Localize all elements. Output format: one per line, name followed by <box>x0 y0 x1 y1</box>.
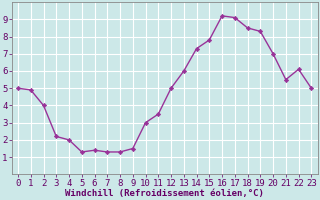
X-axis label: Windchill (Refroidissement éolien,°C): Windchill (Refroidissement éolien,°C) <box>65 189 264 198</box>
